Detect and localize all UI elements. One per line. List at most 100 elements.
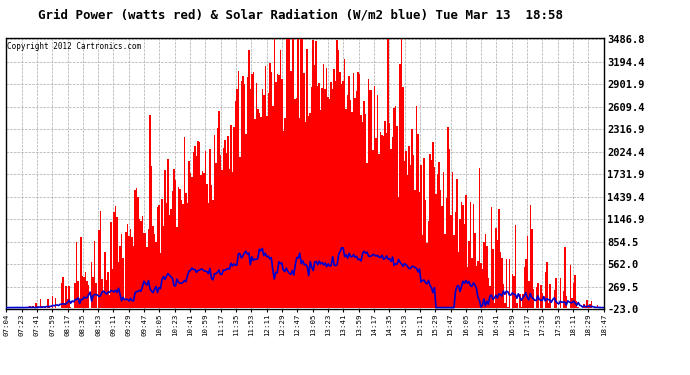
Bar: [429, 154, 431, 308]
Bar: [130, 229, 131, 308]
Bar: [591, 300, 593, 307]
Bar: [456, 178, 457, 308]
Bar: [266, 116, 268, 308]
Bar: [488, 278, 489, 308]
Bar: [104, 252, 106, 308]
Bar: [378, 154, 380, 308]
Bar: [553, 290, 555, 308]
Bar: [62, 278, 64, 308]
Bar: [178, 187, 179, 308]
Bar: [435, 194, 437, 308]
Bar: [70, 307, 71, 308]
Bar: [100, 211, 101, 308]
Bar: [483, 242, 484, 308]
Bar: [432, 142, 434, 308]
Bar: [526, 236, 528, 308]
Bar: [365, 114, 366, 308]
Bar: [460, 219, 461, 308]
Text: Copyright 2012 Cartronics.com: Copyright 2012 Cartronics.com: [8, 42, 141, 51]
Bar: [184, 137, 185, 308]
Bar: [197, 141, 199, 308]
Bar: [281, 79, 282, 308]
Bar: [602, 307, 603, 308]
Bar: [491, 207, 492, 308]
Bar: [154, 234, 155, 308]
Bar: [328, 97, 329, 308]
Bar: [533, 289, 534, 308]
Bar: [440, 190, 441, 308]
Bar: [217, 128, 218, 308]
Bar: [199, 142, 200, 308]
Bar: [291, 39, 293, 308]
Bar: [86, 282, 88, 308]
Bar: [474, 233, 475, 308]
Bar: [466, 267, 469, 308]
Bar: [182, 204, 184, 308]
Bar: [208, 202, 209, 308]
Bar: [339, 72, 341, 308]
Bar: [465, 195, 466, 308]
Bar: [52, 296, 53, 307]
Bar: [158, 205, 160, 308]
Bar: [187, 203, 188, 308]
Bar: [571, 297, 573, 307]
Bar: [255, 83, 257, 308]
Bar: [540, 285, 542, 308]
Bar: [355, 98, 356, 308]
Bar: [383, 136, 384, 308]
Bar: [600, 307, 602, 308]
Bar: [260, 117, 262, 308]
Bar: [117, 217, 118, 308]
Bar: [408, 146, 410, 308]
Bar: [254, 119, 255, 308]
Bar: [389, 123, 391, 308]
Bar: [68, 286, 70, 308]
Bar: [452, 172, 453, 308]
Bar: [598, 307, 600, 308]
Bar: [236, 89, 237, 308]
Bar: [128, 236, 130, 308]
Bar: [82, 276, 83, 308]
Bar: [434, 167, 435, 308]
Bar: [562, 291, 564, 308]
Bar: [214, 135, 215, 308]
Bar: [486, 246, 488, 308]
Bar: [504, 303, 506, 307]
Bar: [546, 262, 548, 308]
Bar: [119, 246, 121, 308]
Bar: [35, 303, 37, 307]
Bar: [101, 279, 103, 308]
Bar: [457, 252, 460, 308]
Bar: [135, 190, 136, 308]
Bar: [273, 39, 275, 308]
Bar: [224, 140, 226, 308]
Bar: [319, 83, 320, 308]
Bar: [498, 209, 500, 308]
Bar: [329, 99, 331, 308]
Bar: [425, 200, 426, 308]
Bar: [377, 95, 378, 308]
Bar: [501, 258, 502, 308]
Bar: [475, 266, 477, 308]
Bar: [215, 163, 217, 308]
Bar: [470, 202, 471, 308]
Bar: [191, 177, 193, 308]
Bar: [230, 125, 232, 308]
Bar: [201, 171, 203, 308]
Bar: [167, 159, 169, 308]
Bar: [76, 242, 77, 308]
Bar: [127, 224, 128, 308]
Bar: [405, 151, 407, 308]
Bar: [549, 284, 551, 308]
Bar: [489, 286, 491, 308]
Bar: [438, 162, 440, 308]
Bar: [353, 73, 355, 308]
Bar: [380, 132, 382, 308]
Bar: [305, 122, 306, 308]
Bar: [375, 138, 377, 308]
Bar: [250, 89, 251, 308]
Bar: [500, 252, 501, 308]
Bar: [447, 128, 448, 308]
Bar: [576, 301, 578, 307]
Bar: [49, 307, 50, 308]
